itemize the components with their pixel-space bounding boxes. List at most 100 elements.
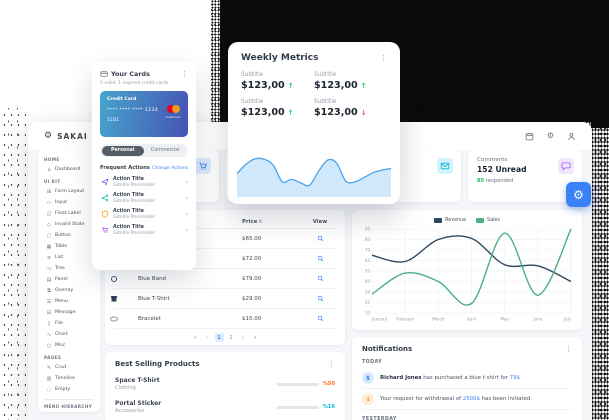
calendar-icon[interactable] xyxy=(525,132,534,141)
user-icon[interactable] xyxy=(567,132,576,141)
frequent-action-item[interactable]: Action Title Subtitle Placeholder › xyxy=(100,209,188,219)
view-product-button[interactable] xyxy=(317,315,324,322)
table-row: $65.00 xyxy=(114,229,336,249)
page-next-button[interactable]: › xyxy=(242,334,244,341)
tab-commercial[interactable]: Commercial xyxy=(150,148,180,153)
envelope-icon xyxy=(437,158,453,174)
legend-item-sales[interactable]: Sales xyxy=(476,217,500,223)
col-view: View xyxy=(312,218,328,225)
trend-down-icon: ↓ xyxy=(360,109,367,117)
panel-icon: ▤ xyxy=(46,276,52,283)
page-button-2[interactable]: 2 xyxy=(229,334,233,341)
empty-icon: ◌ xyxy=(46,386,52,393)
credit-card-number: **** **** **** 1234 xyxy=(107,108,159,113)
sidebar-item-overlay[interactable]: ⧉ Overlay xyxy=(47,287,74,294)
table-row: $72.00 xyxy=(114,249,336,269)
credit-card: Credit Card **** **** **** 1234 11/21 ma… xyxy=(100,91,188,137)
sidebar-item-tree[interactable]: ⌥ Tree xyxy=(46,265,65,272)
page-first-button[interactable]: « xyxy=(193,334,197,341)
page-prev-button[interactable]: ‹ xyxy=(206,334,208,341)
overlay-icon: ⧉ xyxy=(47,287,51,294)
sidebar-section-label: HOME xyxy=(44,157,60,162)
sidebar-item-dashboard[interactable]: ⌂ Dashboard xyxy=(47,166,81,173)
chat-icon xyxy=(558,158,574,174)
sidebar-item-misc[interactable]: ○ Misc xyxy=(46,342,66,349)
sidebar-item-form-layout[interactable]: ⊞ Form Layout xyxy=(46,188,85,195)
your-cards-title: Your Cards xyxy=(111,70,150,78)
sidebar-item-crud[interactable]: ✎ Crud xyxy=(46,364,67,371)
misc-icon: ○ xyxy=(46,342,52,349)
message-icon: ⊟ xyxy=(46,309,52,316)
send-icon xyxy=(100,178,109,187)
frequent-actions-title: Frequent Actions xyxy=(100,165,150,171)
sidebar-item-chart[interactable]: ∿ Chart xyxy=(46,331,68,338)
sidebar-item-panel[interactable]: ▤ Panel xyxy=(46,276,68,283)
sidebar-section-label: PAGES xyxy=(44,355,62,360)
sidebar: HOME ⌂ Dashboard UI KIT ⊞ Form Layout ▭ Input ◫ F… xyxy=(38,150,100,412)
product-price: $29.00 xyxy=(242,295,262,302)
timeline-icon: ▥ xyxy=(46,375,52,382)
legend-item-revenue[interactable]: Revenue xyxy=(434,217,466,223)
kebab-menu-icon[interactable]: ⋮ xyxy=(328,359,335,368)
pagination: « ‹ 1 2 › » xyxy=(114,330,336,345)
chevron-right-icon: › xyxy=(185,210,188,218)
stat-subtext: 85 responded xyxy=(477,178,514,184)
page-button-1[interactable]: 1 xyxy=(214,333,224,342)
form-layout-icon: ⊞ xyxy=(46,188,52,195)
sidebar-item-button[interactable]: ▢ Button xyxy=(46,232,71,239)
view-product-button[interactable] xyxy=(317,295,324,302)
view-product-button[interactable] xyxy=(317,255,324,262)
sidebar-item-empty[interactable]: ◌ Empty xyxy=(46,386,71,393)
svg-text:March: March xyxy=(432,317,445,322)
product-progress-row: Space T-Shirt Clothing %50 xyxy=(115,377,335,391)
gear-icon[interactable]: ⚙ xyxy=(546,131,554,140)
svg-text:70: 70 xyxy=(365,247,371,252)
view-product-button[interactable] xyxy=(317,235,324,242)
product-name: Blue T-Shirt xyxy=(138,295,170,302)
float-label-icon: ◫ xyxy=(46,210,52,217)
frequent-action-item[interactable]: Action Title Subtitle Placeholder › xyxy=(100,193,188,203)
config-button[interactable]: ⚙ xyxy=(566,182,591,207)
sidebar-item-float-label[interactable]: ◫ Float Label xyxy=(46,210,81,217)
button-icon: ▢ xyxy=(46,232,52,239)
shield-icon xyxy=(100,210,109,219)
notifications-title: Notifications xyxy=(362,345,413,353)
sidebar-item-input[interactable]: ▭ Input xyxy=(46,199,68,206)
svg-text:30: 30 xyxy=(365,289,371,294)
sidebar-item-invalid-state[interactable]: ◇ Invalid State xyxy=(47,221,85,228)
sidebar-item-timeline[interactable]: ▥ Timeline xyxy=(46,375,75,382)
product-name: Blue Band xyxy=(138,275,167,282)
kebab-menu-icon[interactable]: ⋮ xyxy=(565,344,572,353)
sidebar-item-menu[interactable]: ☰ Menu xyxy=(46,298,68,305)
frequent-action-item[interactable]: Action Title Subtitle Placeholder › xyxy=(100,225,188,235)
sidebar-section-label: MENU HIERARCHY xyxy=(44,404,93,409)
kebab-menu-icon[interactable]: ⋮ xyxy=(380,53,387,62)
svg-text:80: 80 xyxy=(365,237,371,242)
tab-personal[interactable]: Personal xyxy=(101,145,144,156)
weekly-metrics-panel: Weekly Metrics ⋮ Subtitle $123,00 ↑ Subtitl… xyxy=(228,42,400,204)
chevron-right-icon: › xyxy=(185,194,188,202)
col-price[interactable]: Price⇅ xyxy=(242,218,263,225)
best-selling-card: Best Selling Products ⋮ Space T-Shirt Clo… xyxy=(105,352,345,420)
frequent-action-item[interactable]: Action Title Subtitle Placeholder › xyxy=(100,177,188,187)
sidebar-item-message[interactable]: ⊟ Message xyxy=(46,309,76,316)
revenue-chart-card: Revenue Sales 10 20 30 40 50 60 70 80 90 January Fe… xyxy=(352,210,582,330)
app-window: ⚙ SAKAI ⚙ HOME ⌂ Dashboard UI KIT ⊞ Form Layo… xyxy=(28,122,592,420)
page-last-button[interactable]: » xyxy=(253,334,257,341)
metric-cell: Subtitle $123,00 ↑ xyxy=(314,72,367,91)
kebab-menu-icon[interactable]: ⋮ xyxy=(181,69,188,78)
svg-text:10: 10 xyxy=(365,310,371,315)
sidebar-item-file[interactable]: ▯ File xyxy=(47,320,63,327)
table-row: Blue T-Shirt $29.00 xyxy=(110,289,336,309)
sidebar-item-list[interactable]: ≡ List xyxy=(46,254,64,261)
sidebar-item-table[interactable]: ▦ Table xyxy=(46,243,68,250)
svg-text:20: 20 xyxy=(365,300,371,305)
change-actions-link[interactable]: Change Actions xyxy=(152,165,188,171)
notifications-card: Notifications ⋮ TODAY $ Richard Jones has … xyxy=(352,337,582,420)
stat-value: 152 Unread xyxy=(477,165,527,174)
cart-icon xyxy=(100,226,109,235)
tree-icon: ⌥ xyxy=(46,265,52,272)
view-product-button[interactable] xyxy=(317,275,324,282)
sort-icon[interactable]: ⇅ xyxy=(258,218,263,225)
mastercard-logo: mastercard xyxy=(165,98,181,119)
